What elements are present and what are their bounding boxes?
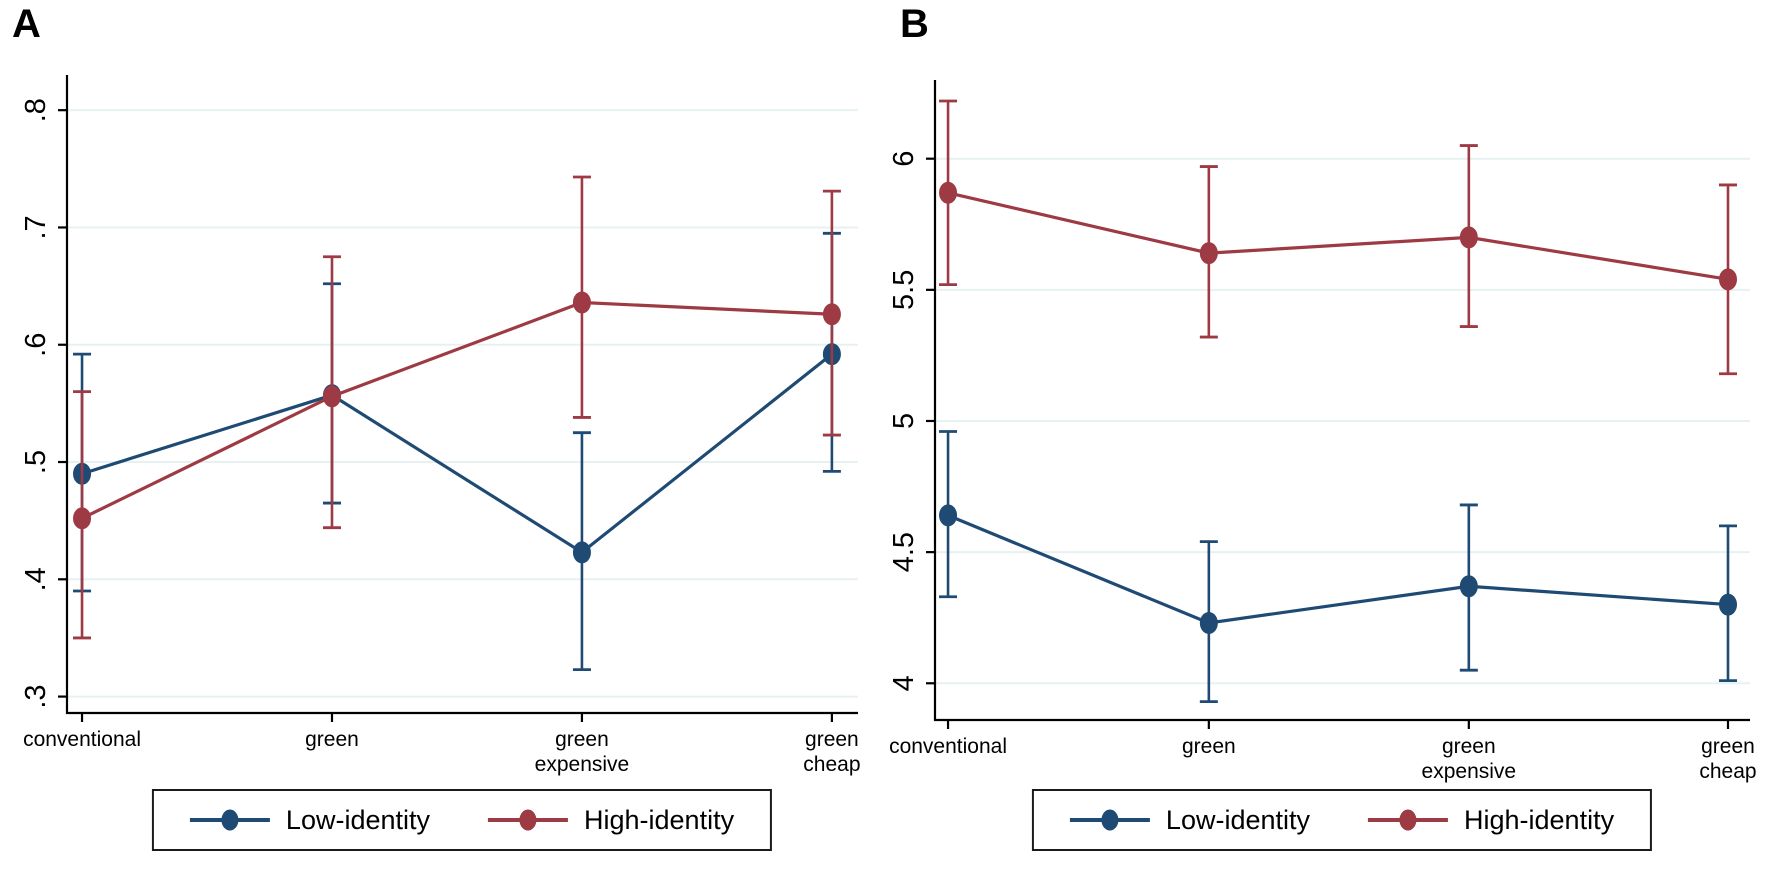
- data-point-marker: [1718, 593, 1737, 616]
- x-category-label: conventional: [23, 728, 141, 751]
- legend-entry-low-identity: Low-identity: [189, 804, 430, 836]
- y-tick-label: 5: [888, 413, 920, 429]
- data-point-marker: [322, 385, 341, 408]
- low-identity-line-marker-icon: [189, 808, 270, 832]
- legend-dot-swatch: [1101, 809, 1119, 831]
- panel-a-letter: A: [12, 2, 42, 46]
- low-identity-line-marker-icon: [1069, 808, 1150, 832]
- legend-label-low-identity: Low-identity: [1165, 804, 1310, 835]
- panel-b-legend: Low-identity High-identity: [1031, 789, 1653, 851]
- y-tick-label: 6: [888, 151, 920, 167]
- high-identity-line-marker-icon: [1368, 808, 1448, 832]
- legend-entry-high-identity: High-identity: [1368, 805, 1614, 836]
- x-category-label: green: [1182, 735, 1236, 758]
- y-tick-label: 5.5: [888, 270, 920, 310]
- x-category-label: cheap: [803, 753, 860, 776]
- x-category-label: conventional: [889, 735, 1007, 758]
- legend-entry-low-identity: Low-identity: [1069, 804, 1310, 836]
- legend-entry-high-identity: High-identity: [488, 805, 734, 836]
- x-category-label: expensive: [1422, 760, 1517, 783]
- panel-b-letter: B: [900, 2, 930, 46]
- data-point-marker: [1459, 226, 1478, 249]
- y-tick-label: .3: [20, 684, 52, 708]
- x-category-label: green: [555, 728, 609, 751]
- panel-a-legend: Low-identity High-identity: [151, 789, 773, 851]
- x-category-label: cheap: [1699, 760, 1756, 783]
- data-point-marker: [1459, 575, 1478, 598]
- data-point-marker: [822, 303, 841, 326]
- y-tick-label: .8: [20, 98, 52, 122]
- x-category-label: expensive: [535, 753, 630, 776]
- y-tick-label: .5: [20, 450, 52, 474]
- y-tick-label: .6: [20, 333, 52, 357]
- x-category-label: green: [305, 728, 359, 751]
- x-category-label: green: [1442, 735, 1496, 758]
- series-line: [947, 513, 1729, 625]
- legend-dot-swatch: [1399, 809, 1417, 831]
- x-category-label: green: [1701, 735, 1755, 758]
- legend-label-high-identity: High-identity: [584, 804, 735, 835]
- x-category-label: green: [805, 728, 859, 751]
- data-point-marker: [1718, 268, 1737, 291]
- y-tick-label: .4: [20, 567, 52, 591]
- legend-dot-swatch: [519, 809, 537, 831]
- y-tick-label: 4.5: [888, 532, 920, 572]
- data-point-marker: [939, 181, 958, 204]
- data-point-marker: [572, 541, 591, 564]
- y-tick-label: .7: [20, 215, 52, 239]
- series-line: [81, 300, 832, 520]
- legend-label-low-identity: Low-identity: [285, 804, 430, 835]
- data-point-marker: [939, 504, 958, 527]
- data-point-marker: [1199, 611, 1218, 634]
- data-point-marker: [1199, 242, 1218, 265]
- legend-dot-swatch: [221, 809, 239, 831]
- high-identity-line-marker-icon: [488, 808, 568, 832]
- series-line: [81, 352, 833, 555]
- series-line: [947, 191, 1729, 281]
- legend-label-high-identity: High-identity: [1464, 804, 1615, 835]
- data-point-marker: [73, 507, 92, 530]
- y-tick-label: 4: [888, 675, 920, 691]
- data-point-marker: [572, 291, 591, 314]
